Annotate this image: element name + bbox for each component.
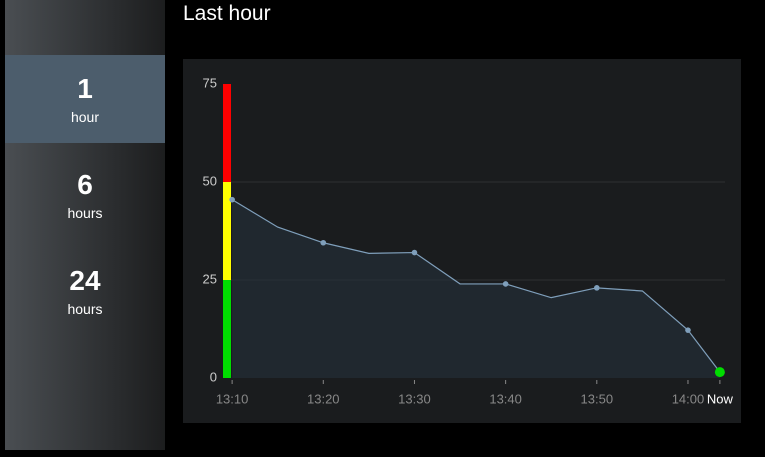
- range-value: 1: [77, 73, 93, 104]
- area: [232, 199, 720, 378]
- point: [411, 249, 418, 256]
- y-tick-label: 75: [203, 75, 217, 90]
- sidebar: 1 hour 6 hours 24 hours: [5, 0, 165, 450]
- threshold-band: [223, 280, 231, 378]
- point: [594, 285, 600, 291]
- range-value: 24: [69, 265, 101, 296]
- x-tick-label: Now: [707, 391, 734, 406]
- range-unit: hour: [70, 109, 100, 125]
- page-title: Last hour: [183, 2, 271, 25]
- threshold-band: [223, 182, 231, 280]
- x-tick-label: 13:20: [307, 391, 340, 406]
- current-point: [714, 367, 725, 378]
- point: [502, 281, 509, 287]
- x-tick-label: 13:40: [489, 391, 522, 406]
- y-tick-label: 25: [203, 271, 217, 286]
- y-tick-label: 50: [203, 173, 217, 188]
- x-tick-label: 13:50: [581, 391, 614, 406]
- x-tick-label: 13:10: [216, 391, 249, 406]
- y-tick-label: 0: [210, 369, 217, 384]
- range-unit: hours: [67, 301, 103, 317]
- point: [229, 196, 235, 203]
- range-unit: hours: [67, 205, 103, 221]
- threshold-band: [223, 84, 231, 182]
- range-option[interactable]: 6 hours: [5, 151, 165, 239]
- point: [320, 239, 327, 246]
- x-tick-label: 13:30: [398, 391, 431, 406]
- range-value: 6: [77, 169, 93, 200]
- point: [685, 327, 691, 333]
- range-option[interactable]: 1 hour: [5, 55, 165, 143]
- range-option[interactable]: 24 hours: [5, 247, 165, 335]
- line: [231, 199, 721, 373]
- x-tick-label: 14:00: [672, 391, 705, 406]
